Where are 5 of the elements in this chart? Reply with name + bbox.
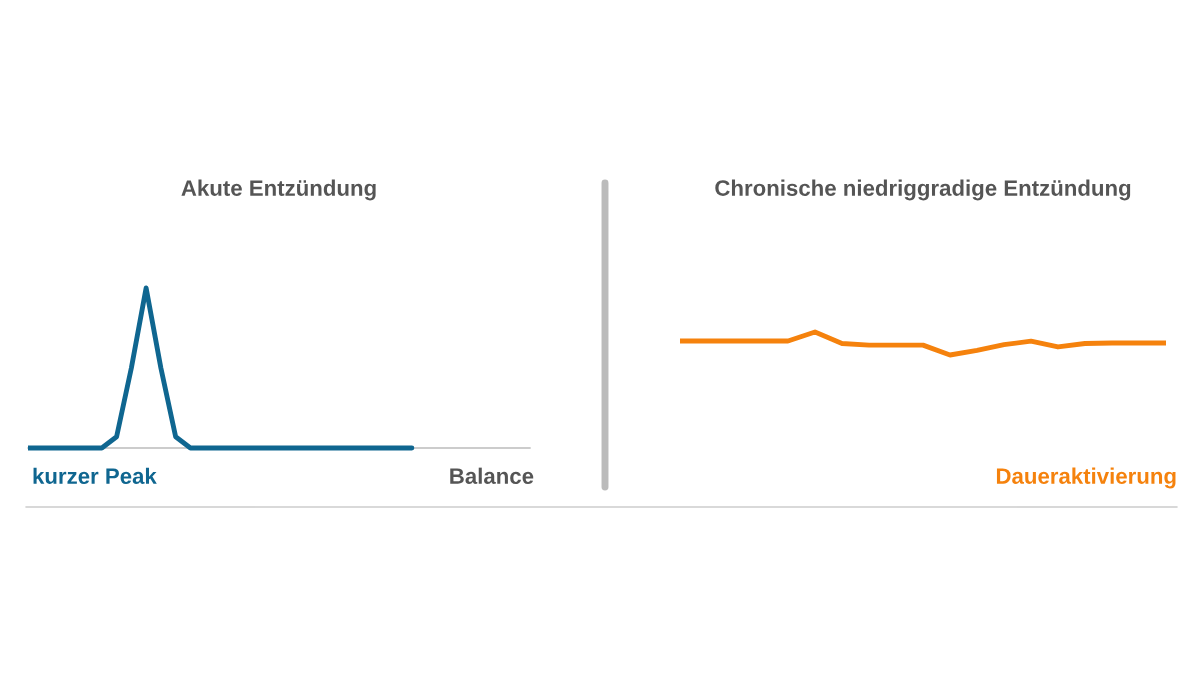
chart-title: Chronische niedriggradige Entzündung (715, 179, 1131, 201)
chart-title: Akute Entzündung (181, 179, 376, 201)
text: Daueraktivierung (996, 467, 1176, 489)
text: Balance (450, 467, 534, 484)
text: kurzer Peak (33, 467, 157, 484)
